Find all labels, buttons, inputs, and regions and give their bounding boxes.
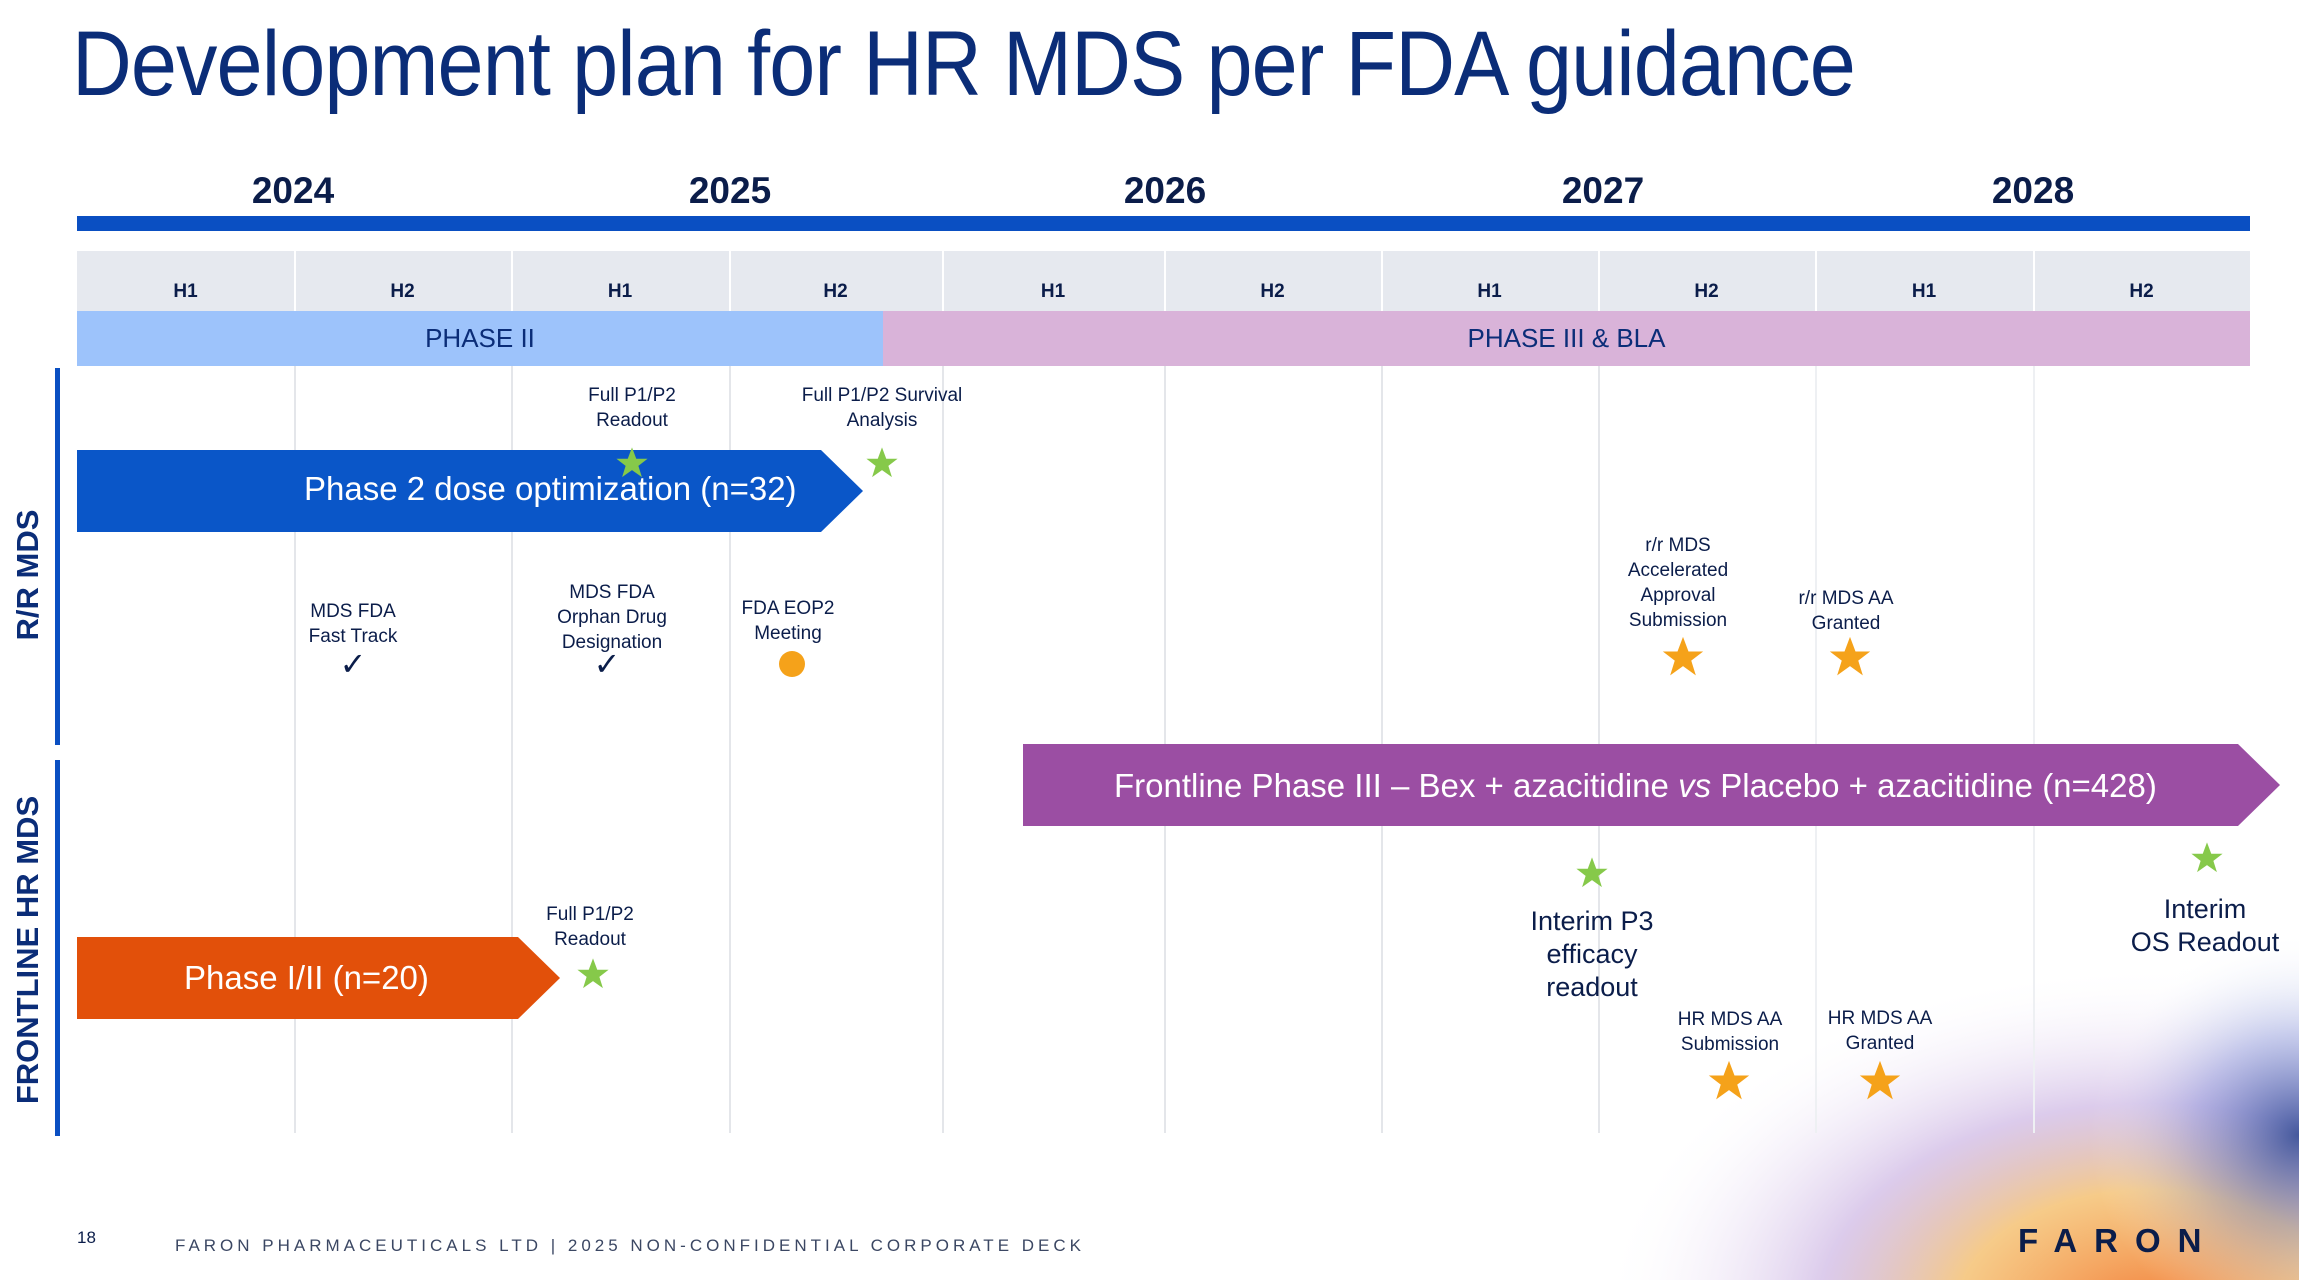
faron-logo: FARON bbox=[2018, 1222, 2219, 1259]
half-label: H2 bbox=[2129, 281, 2154, 302]
phase-ii-band: PHASE II bbox=[77, 311, 883, 366]
half-label: H1 bbox=[173, 281, 198, 302]
page-title: Development plan for HR MDS per FDA guid… bbox=[72, 13, 1856, 115]
checkmark-icon: ✓ bbox=[593, 646, 621, 682]
half-divider bbox=[1164, 251, 1166, 311]
hr-aa-submission-note: HR MDS AA Submission bbox=[1677, 1009, 1783, 1055]
orange-star-icon bbox=[1859, 1060, 1901, 1100]
half-divider bbox=[942, 251, 944, 311]
hr-aa-granted-note: HR MDS AA Granted bbox=[1827, 1008, 1933, 1054]
frontline-phase3-vs: vs bbox=[1678, 767, 1712, 804]
phase2-arrow-shape bbox=[77, 450, 863, 532]
rr-full-readout-note: Full P1/P2 Readout bbox=[588, 385, 676, 431]
year-label: 2025 bbox=[688, 170, 772, 211]
grid-line bbox=[942, 366, 944, 1133]
half-label: H2 bbox=[390, 281, 415, 302]
orange-star-icon bbox=[1829, 636, 1871, 676]
page-number: 18 bbox=[77, 1228, 96, 1247]
interim-p3-note: Interim P3 efficacy readout bbox=[1530, 906, 1654, 1002]
frontline-phase3-label: Frontline Phase III – Bex + azacitidine … bbox=[1114, 767, 2157, 805]
orange-circle-icon bbox=[779, 651, 805, 677]
year-bar bbox=[77, 216, 2250, 231]
half-divider bbox=[294, 251, 296, 311]
half-label: H2 bbox=[1694, 281, 1719, 302]
half-label: H1 bbox=[607, 281, 633, 302]
green-star-icon bbox=[2191, 842, 2223, 873]
phase-iii-bla-band: PHASE III & BLA bbox=[883, 311, 2250, 366]
frontline-phase3-arrow-shape bbox=[1023, 744, 2280, 826]
grid-line bbox=[511, 366, 513, 1133]
year-label: 2024 bbox=[251, 170, 335, 211]
phase12-arrow-shape bbox=[77, 937, 560, 1019]
half-label: H2 bbox=[823, 281, 848, 302]
year-label: 2028 bbox=[1991, 170, 2075, 211]
phase12-label: Phase I/II (n=20) bbox=[184, 959, 429, 996]
interim-os-note: Interim OS Readout bbox=[2130, 894, 2280, 957]
fast-track-note: MDS FDA Fast Track bbox=[308, 601, 398, 647]
half-label: H1 bbox=[1911, 281, 1937, 302]
rr-aa-granted-note: r/r MDS AA Granted bbox=[1798, 588, 1894, 634]
green-star-icon bbox=[866, 447, 898, 478]
footer-text: FARON PHARMACEUTICALS LTD | 2025 NON-CON… bbox=[175, 1236, 1085, 1255]
rr-survival-note: Full P1/P2 Survival Analysis bbox=[801, 385, 963, 431]
half-divider bbox=[511, 251, 513, 311]
green-star-icon bbox=[616, 447, 648, 478]
grid-line bbox=[729, 366, 731, 1133]
rr-mds-row-label: R/R MDS bbox=[10, 509, 45, 641]
half-label: H2 bbox=[1260, 281, 1285, 302]
orange-star-icon bbox=[1708, 1060, 1750, 1100]
rr-aa-submission-note: r/r MDS Accelerated Approval Submission bbox=[1627, 535, 1729, 631]
frontline-phase3-label-part: Frontline Phase III – Bex + azacitidine bbox=[1114, 767, 1679, 804]
year-label: 2027 bbox=[1561, 170, 1645, 211]
half-label: H1 bbox=[1040, 281, 1066, 302]
green-star-icon bbox=[1576, 857, 1608, 888]
year-label: 2026 bbox=[1123, 170, 1207, 211]
frontline-side-bar bbox=[55, 760, 60, 1136]
orange-star-icon bbox=[1662, 636, 1704, 676]
half-divider bbox=[1598, 251, 1600, 311]
half-divider bbox=[2033, 251, 2035, 311]
half-divider bbox=[1381, 251, 1383, 311]
checkmark-icon: ✓ bbox=[339, 646, 367, 682]
rr-mds-side-bar bbox=[55, 368, 60, 745]
half-divider bbox=[729, 251, 731, 311]
orphan-drug-note: MDS FDA Orphan Drug Designation bbox=[557, 582, 667, 653]
half-year-row bbox=[77, 251, 2250, 311]
frontline-row-label: FRONTLINE HR MDS bbox=[10, 795, 45, 1105]
fl-full-readout-note: Full P1/P2 Readout bbox=[546, 904, 634, 950]
half-label: H1 bbox=[1477, 281, 1502, 302]
frontline-phase3-label-part: Placebo + azacitidine (n=428) bbox=[1711, 767, 2157, 804]
green-star-icon bbox=[577, 958, 609, 989]
half-divider bbox=[1815, 251, 1817, 311]
phase2-dose-optimization-label: Phase 2 dose optimization (n=32) bbox=[304, 470, 797, 507]
eop2-note: FDA EOP2 Meeting bbox=[741, 598, 835, 644]
grid-line bbox=[294, 366, 296, 1133]
